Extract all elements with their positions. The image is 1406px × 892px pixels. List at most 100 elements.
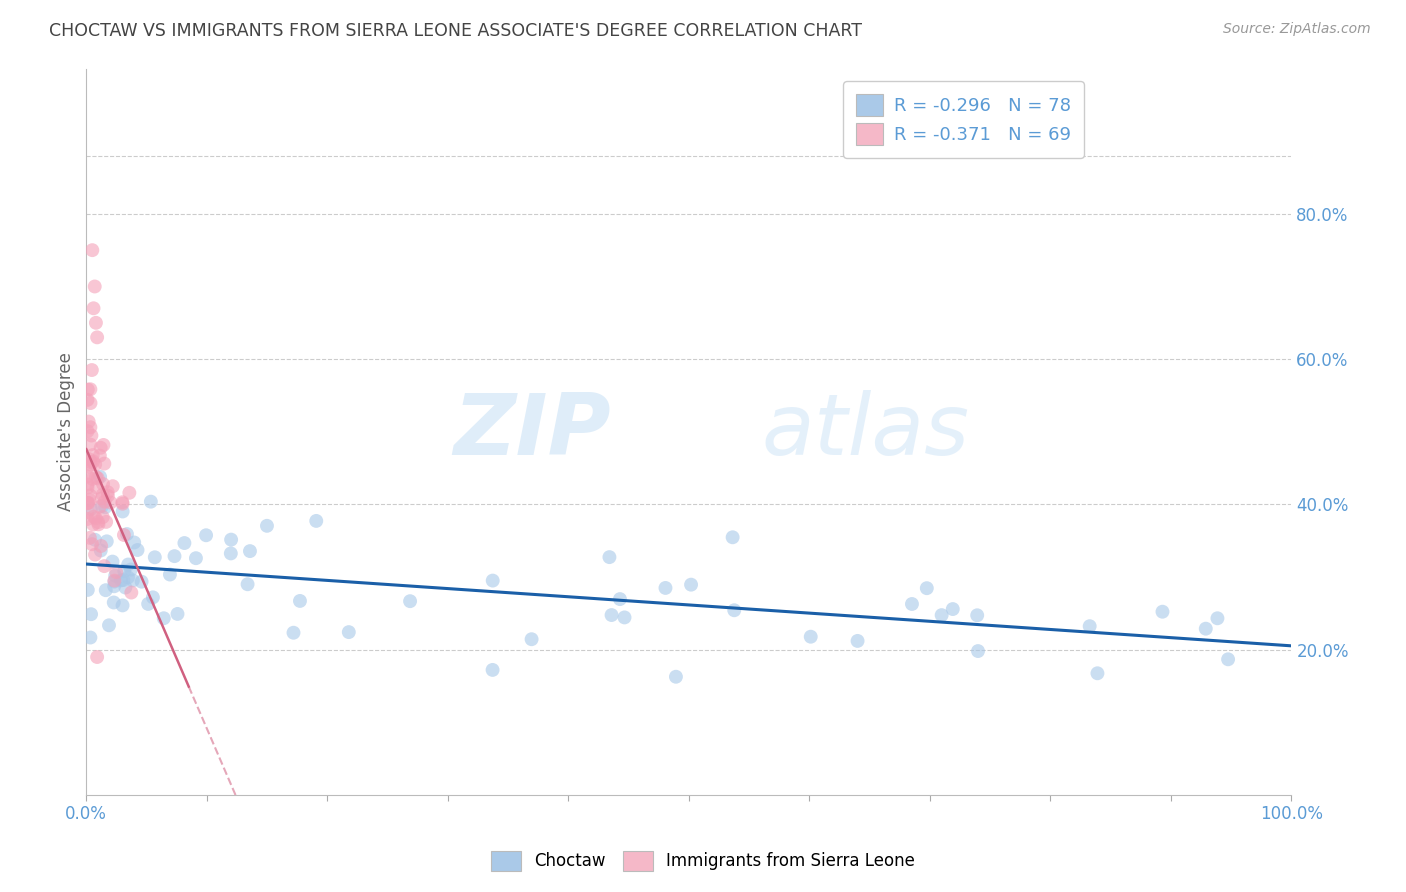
Point (86, 650, 108, 665)
Point (111, 504, 134, 518)
Point (142, 591, 165, 605)
Point (598, 550, 620, 565)
Point (79, 531, 101, 545)
Point (77, 451, 100, 466)
Point (82, 448, 104, 462)
Point (80, 458, 103, 472)
Point (131, 574, 153, 589)
Point (80, 428, 103, 442)
Point (87, 515, 110, 529)
Text: Source: ZipAtlas.com: Source: ZipAtlas.com (1223, 22, 1371, 37)
Point (76, 496, 98, 510)
Point (1206, 611, 1229, 625)
Point (91, 477, 114, 491)
Point (114, 581, 136, 595)
Point (80, 502, 103, 516)
Point (520, 632, 543, 647)
Point (163, 549, 186, 563)
Point (103, 595, 125, 609)
Point (139, 494, 162, 508)
Point (481, 663, 503, 677)
Point (79, 382, 101, 396)
Point (112, 564, 135, 578)
Point (1216, 652, 1239, 666)
Text: CHOCTAW VS IMMIGRANTS FROM SIERRA LEONE ASSOCIATE'S DEGREE CORRELATION CHART: CHOCTAW VS IMMIGRANTS FROM SIERRA LEONE … (49, 22, 862, 40)
Point (94, 494, 117, 508)
Point (127, 543, 149, 558)
Point (111, 599, 134, 613)
Point (82, 472, 104, 486)
Point (613, 610, 636, 624)
Point (1078, 619, 1101, 633)
Point (80, 607, 103, 622)
Point (76, 582, 98, 597)
Point (600, 608, 623, 623)
Point (93, 457, 115, 471)
Point (1087, 666, 1109, 681)
Point (337, 625, 360, 640)
Point (84, 548, 107, 562)
Point (1152, 605, 1174, 619)
Point (87, 471, 110, 485)
Point (89, 449, 111, 463)
Point (77, 415, 100, 429)
Point (91, 487, 114, 501)
Point (219, 546, 242, 560)
Point (84, 470, 107, 484)
Point (111, 497, 134, 511)
Point (80, 537, 103, 551)
Point (111, 495, 134, 509)
Point (122, 574, 145, 588)
Point (136, 597, 159, 611)
Point (83, 301, 105, 316)
Point (86, 330, 108, 344)
Point (76, 469, 98, 483)
Point (84, 458, 107, 472)
Point (103, 579, 125, 593)
Point (118, 485, 141, 500)
Point (89, 500, 111, 514)
Point (79, 420, 101, 434)
Point (84, 316, 107, 330)
Point (76, 505, 98, 519)
Point (82, 454, 104, 468)
Point (654, 581, 676, 595)
Point (112, 528, 135, 542)
Point (94, 500, 117, 515)
Point (219, 533, 242, 547)
Point (83, 533, 105, 547)
Point (117, 570, 139, 584)
Point (90, 543, 112, 558)
Point (82, 243, 104, 257)
Point (76, 383, 98, 397)
Text: ZIP: ZIP (453, 391, 610, 474)
Point (96, 534, 118, 549)
Point (256, 518, 278, 533)
Point (195, 528, 218, 542)
Point (100, 495, 122, 509)
Point (79, 492, 101, 507)
Point (101, 555, 124, 569)
Point (82, 517, 104, 532)
Point (76, 496, 98, 510)
Point (184, 551, 207, 566)
Point (93, 438, 115, 452)
Point (481, 574, 503, 588)
Point (93, 559, 115, 574)
Point (399, 594, 422, 608)
Point (87, 517, 110, 532)
Point (166, 607, 188, 621)
Point (112, 573, 135, 587)
Point (901, 597, 924, 611)
Point (76, 512, 98, 526)
Point (1195, 622, 1218, 636)
Point (103, 574, 125, 588)
Point (117, 558, 139, 572)
Point (966, 608, 988, 623)
Point (915, 581, 938, 595)
Point (83, 509, 105, 524)
Point (173, 536, 195, 550)
Point (104, 568, 127, 582)
Point (103, 574, 125, 589)
Point (76, 424, 98, 438)
